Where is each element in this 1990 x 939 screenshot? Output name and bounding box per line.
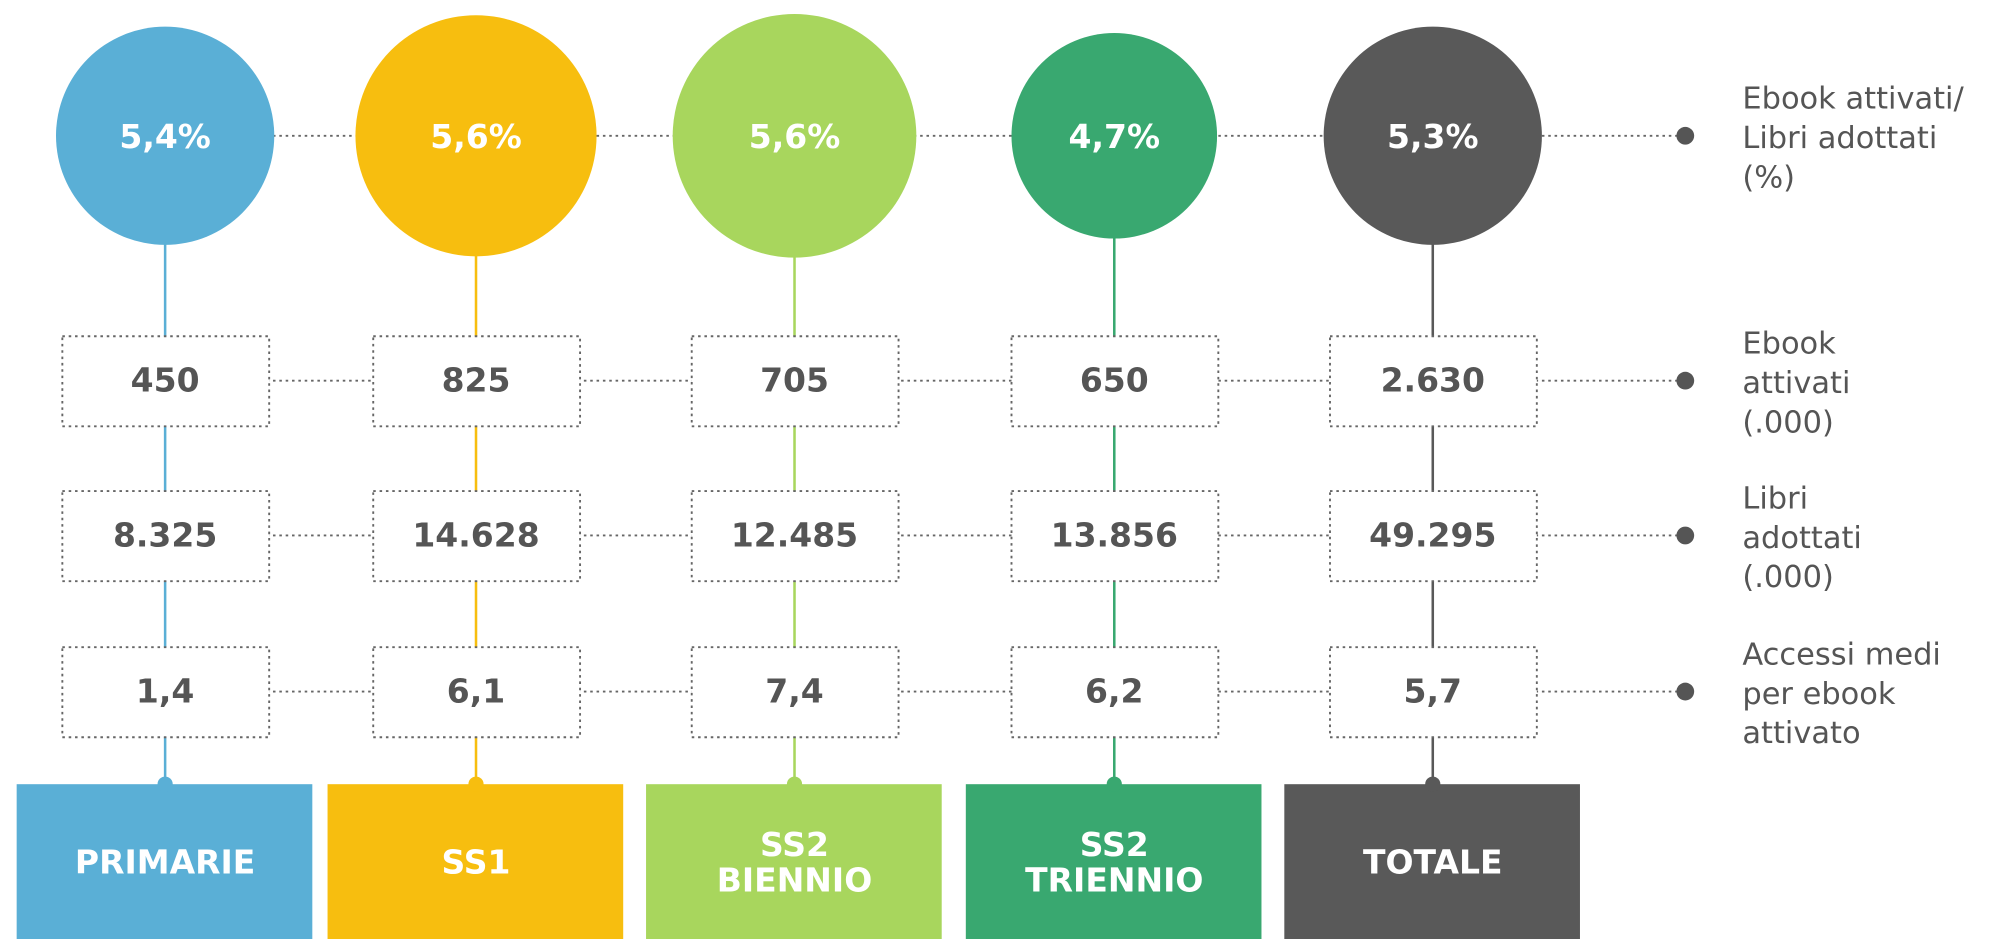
ebook-value: 825 [442,360,511,399]
value-box [61,335,271,428]
category-dot [157,776,173,792]
value-box [690,490,900,583]
category-box [965,784,1262,939]
value-box [372,646,582,739]
category-label: TRIENNIO [1025,860,1203,899]
category-dot [786,776,803,792]
row-label: adottati [1742,521,1862,556]
row-label: Ebook attivati/ [1742,82,1964,117]
ratio-value: 5,6% [749,117,840,156]
row-label: (.000) [1742,405,1834,440]
category-box [1284,784,1580,939]
ratio-value: 5,6% [430,117,521,156]
ebook-value: 705 [760,360,829,399]
row-label: Libri adottati [1742,121,1937,156]
accessi-value: 6,1 [447,671,505,710]
ratio-circle [1323,26,1542,245]
value-box [1010,490,1220,583]
category-label: TOTALE [1363,843,1503,882]
row-label: Libri [1742,481,1808,516]
value-box [1010,335,1220,428]
value-box [1329,335,1538,428]
ratio-value: 5,3% [1387,117,1478,156]
category-label: BIENNIO [717,860,872,899]
row-dot [1676,526,1695,545]
row-label: per ebook [1742,677,1896,712]
value-box [690,646,900,739]
value-box [61,646,271,739]
category-box [327,784,624,939]
value-box [1329,490,1538,583]
value-box [61,490,271,583]
ratio-value: 5,4% [119,117,210,156]
ratio-circle [672,13,917,258]
category-label: SS2 [1080,825,1149,864]
value-box [372,335,582,428]
accessi-value: 7,4 [765,671,823,710]
libri-value: 14.628 [412,515,539,554]
ratio-circle [56,26,275,245]
category-box [16,784,313,939]
value-box [690,335,900,428]
libri-value: 8.325 [113,515,217,554]
row-label: attivato [1742,716,1860,751]
category-dot [468,776,484,792]
ebook-value: 2.630 [1381,360,1485,399]
value-box [1329,646,1538,739]
row-label: (.000) [1742,560,1834,595]
category-label: SS1 [442,843,511,882]
ebook-value: 650 [1080,360,1149,399]
ratio-value: 4,7% [1069,117,1160,156]
category-label: SS2 [760,825,829,864]
libri-value: 13.856 [1051,515,1178,554]
row-label: Ebook [1742,327,1836,362]
row-label: Accessi medi [1742,638,1940,673]
libri-value: 49.295 [1369,515,1496,554]
accessi-value: 6,2 [1085,671,1143,710]
row-dot [1676,126,1695,145]
category-label: PRIMARIE [75,843,255,882]
row-label: attivati [1742,366,1850,401]
value-box [372,490,582,583]
category-box [646,784,942,939]
category-dot [1425,776,1441,792]
row-dot [1676,682,1695,701]
accessi-value: 5,7 [1404,671,1462,710]
libri-value: 12.485 [731,515,858,554]
accessi-value: 1,4 [136,671,194,710]
row-label: (%) [1742,160,1795,195]
ratio-circle [355,15,597,257]
ebook-value: 450 [131,360,200,399]
category-dot [1106,776,1122,792]
ratio-circle [1011,32,1218,239]
value-box [1010,646,1220,739]
row-dot [1676,371,1695,390]
